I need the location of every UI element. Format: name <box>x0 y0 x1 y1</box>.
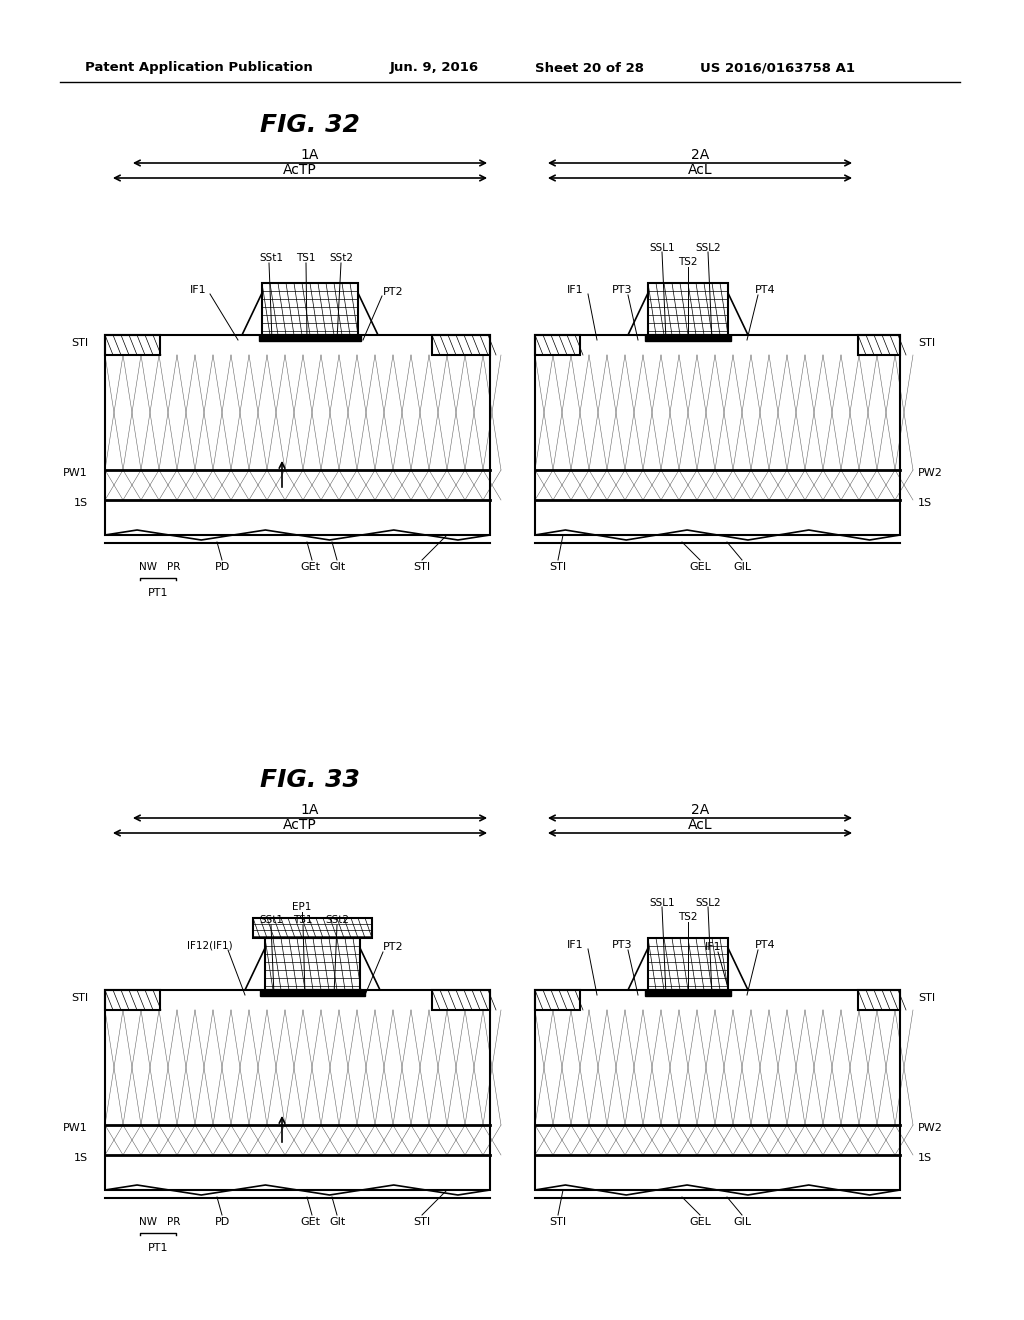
Text: STI: STI <box>918 993 935 1003</box>
Text: PW1: PW1 <box>63 1123 88 1133</box>
Text: SSL1: SSL1 <box>649 898 675 908</box>
Text: SSt2: SSt2 <box>329 253 353 263</box>
Text: IF1: IF1 <box>566 285 584 294</box>
Text: 1S: 1S <box>918 1152 932 1163</box>
Bar <box>645 335 731 341</box>
Text: 1A: 1A <box>301 148 319 162</box>
Text: SSt1: SSt1 <box>259 253 283 263</box>
Text: PR: PR <box>167 562 180 572</box>
Text: PT4: PT4 <box>755 940 775 950</box>
Text: PD: PD <box>214 562 229 572</box>
Text: SSt1: SSt1 <box>259 915 283 925</box>
Text: Sheet 20 of 28: Sheet 20 of 28 <box>535 62 644 74</box>
Text: STI: STI <box>414 1217 430 1228</box>
Bar <box>105 335 160 355</box>
Text: IF1: IF1 <box>705 942 721 952</box>
Text: PT2: PT2 <box>383 286 403 297</box>
Text: AcL: AcL <box>688 818 713 832</box>
Text: STI: STI <box>71 338 88 348</box>
Text: PT1: PT1 <box>147 587 168 598</box>
Bar <box>259 335 361 341</box>
Text: GEL: GEL <box>689 562 711 572</box>
Text: PT3: PT3 <box>611 285 632 294</box>
Text: PW2: PW2 <box>918 469 943 478</box>
Text: EP1: EP1 <box>292 902 311 912</box>
Text: SSt2: SSt2 <box>325 915 349 925</box>
Text: SSL2: SSL2 <box>695 898 721 908</box>
Bar <box>432 335 490 355</box>
Text: STI: STI <box>550 562 566 572</box>
Text: NW: NW <box>139 1217 157 1228</box>
Text: GEL: GEL <box>689 1217 711 1228</box>
Text: TS1: TS1 <box>296 253 315 263</box>
Text: NW: NW <box>139 562 157 572</box>
Bar <box>645 990 731 997</box>
Bar <box>648 939 728 990</box>
Text: PW1: PW1 <box>63 469 88 478</box>
Bar <box>535 335 580 355</box>
Text: IF12(IF1): IF12(IF1) <box>187 940 232 950</box>
Bar <box>262 282 358 335</box>
Text: 1S: 1S <box>74 498 88 508</box>
Text: FIG. 32: FIG. 32 <box>260 114 360 137</box>
Text: GIL: GIL <box>733 562 751 572</box>
Text: Jun. 9, 2016: Jun. 9, 2016 <box>390 62 479 74</box>
Text: TS2: TS2 <box>678 257 697 267</box>
Text: 1S: 1S <box>74 1152 88 1163</box>
Text: STI: STI <box>414 562 430 572</box>
Text: 1A: 1A <box>301 803 319 817</box>
Text: 1S: 1S <box>918 498 932 508</box>
Bar <box>858 990 900 1010</box>
Text: Patent Application Publication: Patent Application Publication <box>85 62 312 74</box>
Text: AcTP: AcTP <box>283 162 316 177</box>
Text: US 2016/0163758 A1: US 2016/0163758 A1 <box>700 62 855 74</box>
Bar <box>535 990 580 1010</box>
Bar <box>105 990 160 1010</box>
Bar <box>432 990 490 1010</box>
Text: PW2: PW2 <box>918 1123 943 1133</box>
Text: FIG. 33: FIG. 33 <box>260 768 360 792</box>
Text: IF1: IF1 <box>189 285 206 294</box>
Text: TS1: TS1 <box>293 915 312 925</box>
Text: GEt: GEt <box>300 1217 319 1228</box>
Text: 2A: 2A <box>691 803 710 817</box>
Text: SSL2: SSL2 <box>695 243 721 253</box>
Text: PR: PR <box>167 1217 180 1228</box>
Bar <box>253 917 372 939</box>
Text: GIL: GIL <box>733 1217 751 1228</box>
Text: AcTP: AcTP <box>283 818 316 832</box>
Bar <box>265 939 360 990</box>
Text: PT2: PT2 <box>383 942 403 952</box>
Text: GIt: GIt <box>330 562 346 572</box>
Text: PT1: PT1 <box>147 1243 168 1253</box>
Bar <box>858 335 900 355</box>
Text: PT3: PT3 <box>611 940 632 950</box>
Text: SSL1: SSL1 <box>649 243 675 253</box>
Text: TS2: TS2 <box>678 912 697 921</box>
Text: 2A: 2A <box>691 148 710 162</box>
Text: GEt: GEt <box>300 562 319 572</box>
Text: STI: STI <box>71 993 88 1003</box>
Text: AcL: AcL <box>688 162 713 177</box>
Bar <box>260 990 365 997</box>
Text: IF1: IF1 <box>566 940 584 950</box>
Text: STI: STI <box>550 1217 566 1228</box>
Text: GIt: GIt <box>330 1217 346 1228</box>
Text: PT4: PT4 <box>755 285 775 294</box>
Text: PD: PD <box>214 1217 229 1228</box>
Text: STI: STI <box>918 338 935 348</box>
Bar <box>648 282 728 335</box>
